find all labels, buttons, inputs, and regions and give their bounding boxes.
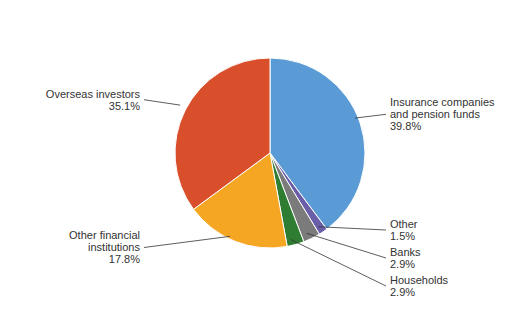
svg-text:Overseas investors35.1%: Overseas investors35.1%: [46, 88, 141, 112]
svg-text:Banks2.9%: Banks2.9%: [390, 246, 421, 270]
svg-text:Other financialinstitutions17.: Other financialinstitutions17.8%: [69, 229, 140, 265]
svg-text:Households2.9%: Households2.9%: [390, 274, 449, 298]
svg-text:Other1.5%: Other1.5%: [390, 218, 418, 242]
svg-text:Insurance companiesand pension: Insurance companiesand pension funds39.8…: [390, 96, 495, 132]
